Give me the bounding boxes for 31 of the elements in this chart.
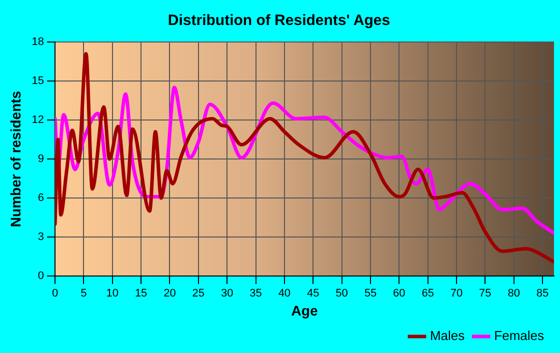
y-tick-label: 9 bbox=[38, 153, 44, 166]
x-tick-label: 45 bbox=[306, 288, 320, 300]
x-tick-label: 35 bbox=[250, 288, 262, 300]
y-tick-label: 0 bbox=[38, 270, 44, 282]
y-tick-label: 3 bbox=[38, 231, 44, 244]
x-tick-label: 25 bbox=[192, 288, 205, 300]
x-tick-label: 10 bbox=[106, 288, 119, 300]
x-tick-label: 40 bbox=[278, 288, 291, 300]
x-tick-label: 85 bbox=[536, 288, 549, 300]
x-tick-label: 80 bbox=[508, 288, 520, 300]
chart-title: Distribution of Residents' Ages bbox=[168, 12, 390, 30]
y-tick-label: 15 bbox=[32, 75, 44, 88]
x-tick-label: 55 bbox=[364, 288, 377, 300]
legend-label: Females bbox=[494, 328, 544, 344]
y-tick-label: 18 bbox=[32, 36, 44, 48]
x-tick-label: 65 bbox=[422, 288, 434, 300]
x-tick-label: 15 bbox=[134, 288, 148, 300]
x-tick-label: 60 bbox=[393, 288, 406, 300]
x-tick-label: 5 bbox=[80, 288, 87, 300]
x-axis-title: Age bbox=[291, 302, 318, 318]
legend-label: Males bbox=[430, 328, 466, 344]
x-tick-label: 20 bbox=[164, 288, 176, 300]
line-series bbox=[55, 52, 554, 264]
y-axis-title: Number of residents bbox=[7, 90, 24, 228]
x-tick-label: 70 bbox=[450, 288, 463, 300]
x-tick-label: 30 bbox=[220, 288, 234, 300]
y-tick-label: 12 bbox=[32, 114, 44, 126]
x-tick-label: 50 bbox=[336, 288, 348, 300]
y-tick-label: 6 bbox=[38, 192, 44, 204]
x-tick-label: 75 bbox=[479, 288, 492, 300]
x-tick-label: 0 bbox=[52, 288, 58, 300]
